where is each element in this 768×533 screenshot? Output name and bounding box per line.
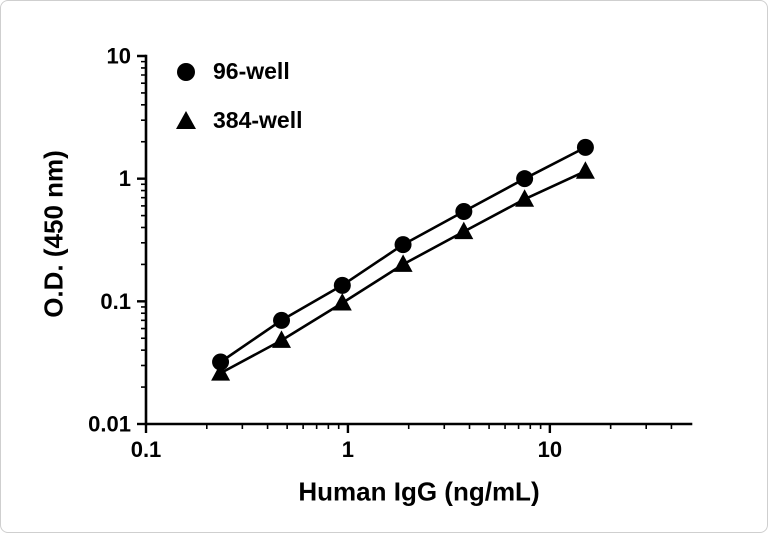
legend-item-96-well: 96-well <box>173 58 303 85</box>
legend-label-96-well: 96-well <box>213 58 290 84</box>
y-axis-title: O.D. (450 nm) <box>38 150 69 318</box>
circle-marker-icon <box>177 62 195 81</box>
legend-label-384-well: 384-well <box>213 107 303 133</box>
svg-text:1: 1 <box>119 166 131 191</box>
svg-text:0.1: 0.1 <box>100 289 131 314</box>
svg-text:10: 10 <box>538 437 562 462</box>
x-axis-title: Human IgG (ng/mL) <box>298 476 540 507</box>
legend: 96-well 384-well <box>173 58 303 134</box>
legend-item-384-well: 384-well <box>173 107 303 134</box>
svg-text:1: 1 <box>342 437 354 462</box>
svg-text:0.01: 0.01 <box>88 412 131 437</box>
svg-text:0.1: 0.1 <box>131 437 162 462</box>
triangle-marker-icon <box>176 110 196 129</box>
svg-text:10: 10 <box>107 44 131 69</box>
